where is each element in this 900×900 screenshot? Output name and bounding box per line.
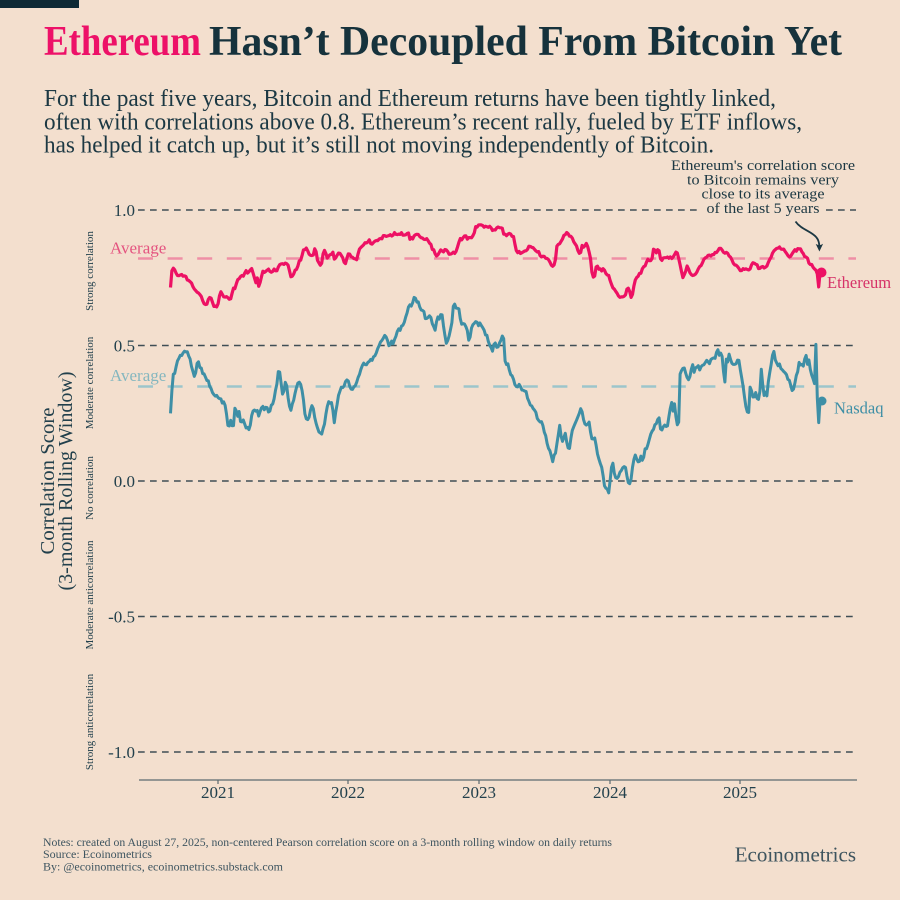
- svg-text:For the past five years, Bitco: For the past five years, Bitcoin and Eth…: [44, 86, 776, 112]
- svg-text:0.5: 0.5: [114, 337, 135, 356]
- svg-text:Hasn’t Decoupled From Bitcoin: Hasn’t Decoupled From Bitcoin Yet: [209, 19, 842, 65]
- svg-text:0.0: 0.0: [114, 472, 135, 491]
- svg-text:2024: 2024: [593, 783, 628, 802]
- svg-text:Ethereum: Ethereum: [827, 273, 891, 292]
- svg-text:2021: 2021: [201, 783, 235, 802]
- svg-text:No correlation: No correlation: [84, 456, 96, 520]
- svg-text:1.0: 1.0: [114, 201, 135, 220]
- svg-text:-1.0: -1.0: [108, 743, 135, 762]
- svg-text:Moderate anticorrelation: Moderate anticorrelation: [84, 540, 96, 650]
- svg-text:By: @ecoinometrics, ecoinometr: By: @ecoinometrics, ecoinometrics.substa…: [43, 859, 284, 873]
- svg-text:often with correlations above: often with correlations above 0.8. Ether…: [44, 110, 802, 136]
- svg-text:Ethereum's correlation score: Ethereum's correlation score: [671, 158, 855, 174]
- svg-text:Strong anticorrelation: Strong anticorrelation: [84, 673, 96, 770]
- svg-text:2022: 2022: [331, 783, 365, 802]
- svg-text:Notes: created on August 27, 2: Notes: created on August 27, 2025, non-c…: [43, 835, 612, 849]
- svg-text:Source: Ecoinometrics: Source: Ecoinometrics: [43, 847, 152, 861]
- svg-text:close to its average: close to its average: [702, 187, 825, 203]
- svg-text:Strong correlation: Strong correlation: [84, 231, 96, 311]
- svg-text:has helped it catch up, but it: has helped it catch up, but it’s still n…: [44, 133, 714, 159]
- svg-text:of the last 5 years: of the last 5 years: [707, 201, 820, 217]
- svg-text:Nasdaq: Nasdaq: [834, 398, 883, 417]
- svg-text:2025: 2025: [723, 783, 757, 802]
- svg-text:Average: Average: [110, 366, 166, 385]
- svg-text:Ethereum: Ethereum: [44, 19, 201, 65]
- svg-text:(3-month Rolling Window): (3-month Rolling Window): [55, 372, 77, 591]
- svg-text:to Bitcoin remains very: to Bitcoin remains very: [687, 172, 840, 188]
- svg-text:Moderate correlation: Moderate correlation: [84, 336, 96, 429]
- svg-text:Correlation Score: Correlation Score: [37, 407, 59, 554]
- svg-text:-0.5: -0.5: [108, 608, 135, 627]
- svg-text:2023: 2023: [462, 783, 496, 802]
- svg-text:Ecoinometrics: Ecoinometrics: [735, 843, 856, 867]
- svg-text:Average: Average: [110, 239, 166, 258]
